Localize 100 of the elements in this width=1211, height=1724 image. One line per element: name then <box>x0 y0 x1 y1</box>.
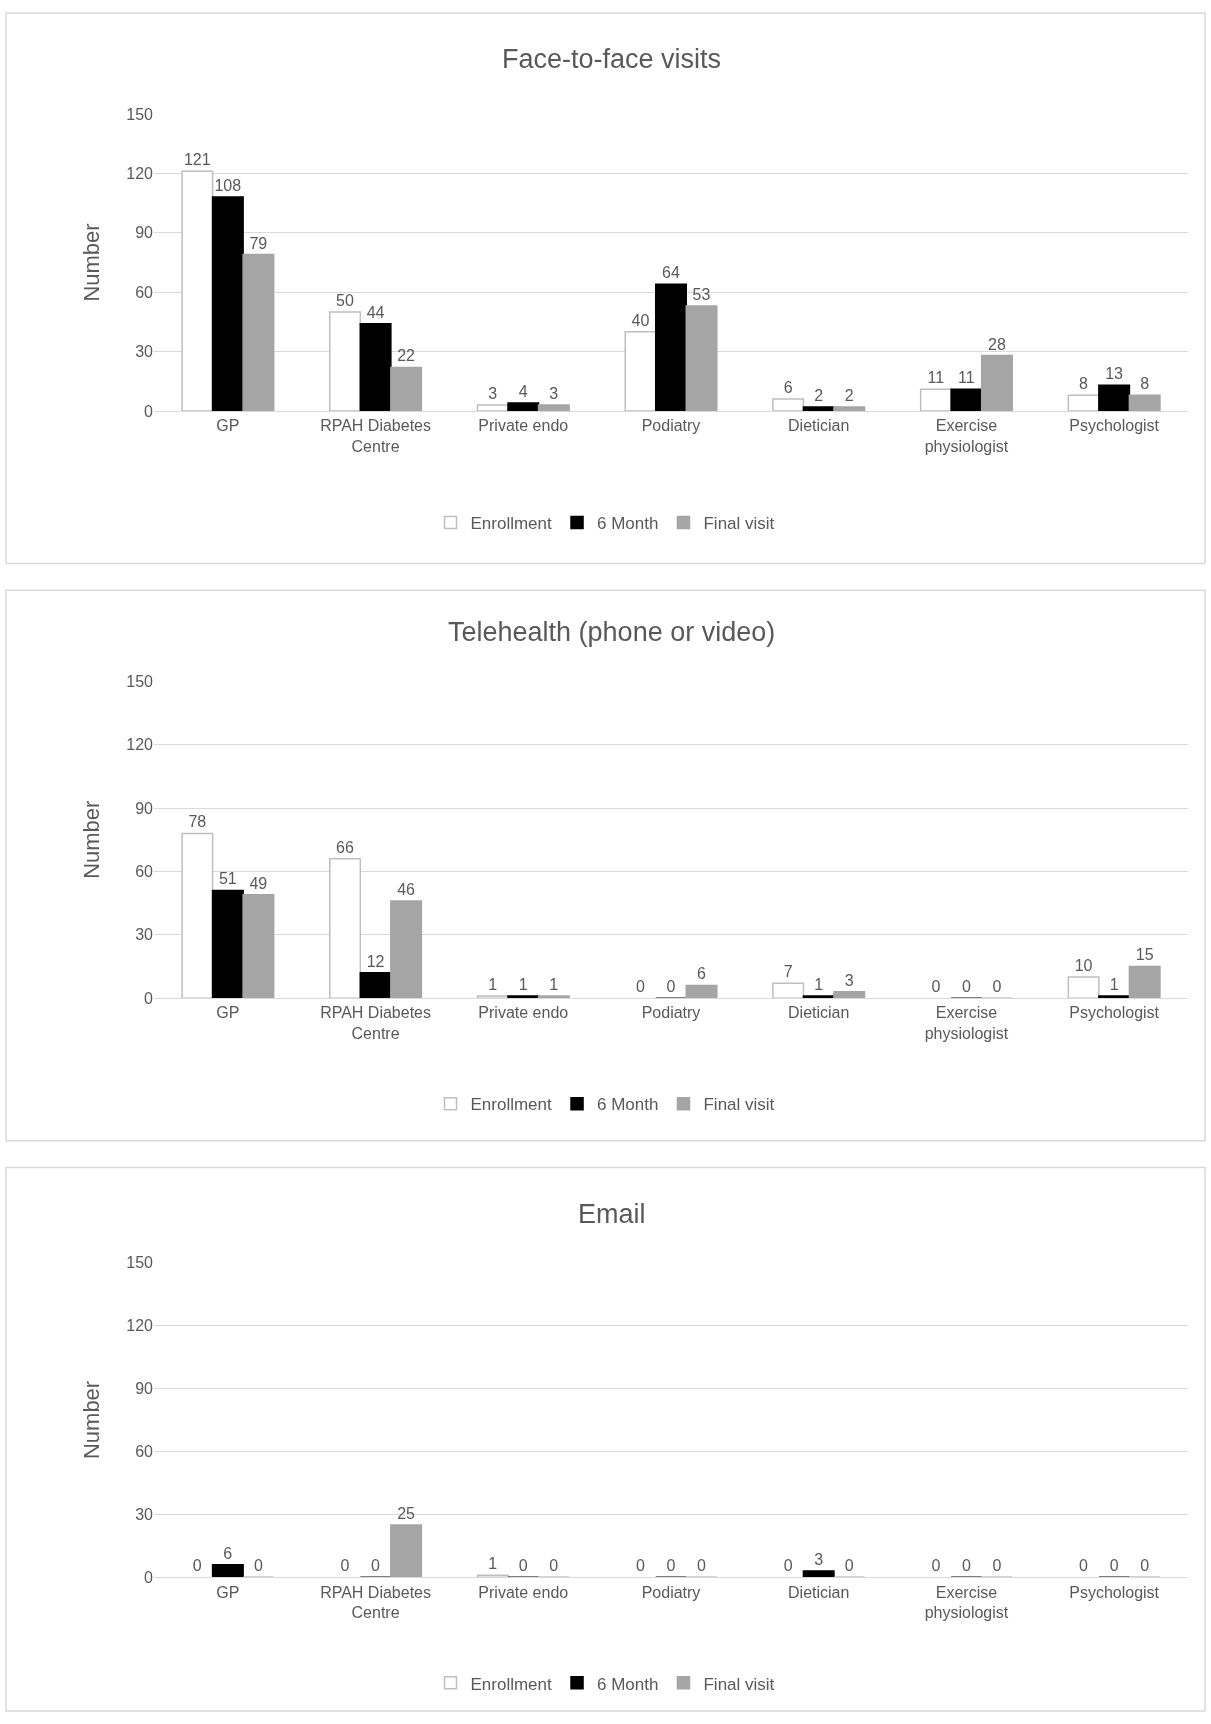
legend-label: Final visit <box>703 514 775 534</box>
data-label: 0 <box>961 1557 971 1575</box>
data-label: 40 <box>631 311 650 329</box>
data-label: 3 <box>488 385 498 403</box>
data-label: 0 <box>992 978 1002 996</box>
x-tick-label: Private endo <box>478 1004 569 1022</box>
y-tick-label: 150 <box>126 672 154 690</box>
x-tick-label: GP <box>216 1004 240 1022</box>
data-label: 0 <box>783 1557 793 1575</box>
x-tick-label: Podiatry <box>641 1583 701 1601</box>
data-label: 0 <box>340 1557 350 1575</box>
x-tick-label: GP <box>216 417 240 435</box>
data-label: 0 <box>518 1557 528 1575</box>
data-label: 1 <box>1109 976 1119 994</box>
x-tick-label: Podiatry <box>641 1004 701 1022</box>
data-label: 8 <box>1079 375 1089 393</box>
legend-label: 6 Month <box>597 514 659 534</box>
data-label: 2 <box>844 387 854 405</box>
data-label: 13 <box>1105 365 1124 383</box>
data-label: 0 <box>635 978 645 996</box>
y-tick-label: 90 <box>135 799 154 817</box>
data-label: 2 <box>814 387 824 405</box>
data-label: 25 <box>397 1504 416 1522</box>
data-label: 6 <box>783 379 793 397</box>
chart-title: Email <box>578 1199 646 1229</box>
data-label: 0 <box>253 1557 263 1575</box>
x-tick-label: Dietician <box>788 417 850 435</box>
data-label: 53 <box>692 286 711 304</box>
data-label: 28 <box>988 335 1006 353</box>
data-label: 108 <box>214 177 242 195</box>
legend-label: Enrollment <box>470 1095 553 1115</box>
data-label: 0 <box>931 1557 941 1575</box>
data-label: 3 <box>814 1551 824 1569</box>
data-label: 0 <box>666 1557 676 1575</box>
data-label: 6 <box>697 965 707 983</box>
data-label: 0 <box>1079 1557 1089 1575</box>
x-tick-label: Exercise physiologist <box>924 1004 1009 1043</box>
y-tick-label: 30 <box>135 926 154 944</box>
x-tick-label: RPAH Diabetes Centre <box>320 1004 431 1043</box>
data-label: 0 <box>635 1557 645 1575</box>
data-label: 6 <box>223 1544 233 1562</box>
y-tick-label: 30 <box>135 343 154 361</box>
data-label: 3 <box>844 971 854 989</box>
x-tick-label: Psychologist <box>1069 417 1160 435</box>
data-label: 1 <box>518 976 528 994</box>
y-axis-title: Number <box>79 1380 105 1460</box>
chart-title: Telehealth (phone or video) <box>448 617 776 647</box>
data-label: 0 <box>931 978 941 996</box>
data-label: 50 <box>336 291 354 309</box>
data-label: 1 <box>488 976 498 994</box>
data-label: 0 <box>961 978 971 996</box>
data-label: 0 <box>549 1557 559 1575</box>
data-label: 12 <box>366 952 385 970</box>
y-tick-label: 60 <box>135 863 154 880</box>
legend-label: Final visit <box>703 1095 775 1115</box>
data-label: 0 <box>666 978 676 996</box>
data-label: 1 <box>549 976 559 994</box>
data-label: 11 <box>927 369 945 387</box>
x-tick-label: RPAH Diabetes Centre <box>320 1583 431 1622</box>
chart-title: Face-to-face visits <box>502 44 722 74</box>
x-tick-label: RPAH Diabetes Centre <box>320 417 431 455</box>
data-label: 64 <box>662 264 680 282</box>
legend-label: 6 Month <box>597 1674 659 1694</box>
y-tick-label: 120 <box>126 164 154 182</box>
x-tick-label: Private endo <box>478 1583 569 1601</box>
x-tick-label: Podiatry <box>641 417 701 435</box>
x-tick-label: Exercise physiologist <box>924 417 1009 455</box>
y-tick-label: 60 <box>135 1443 154 1461</box>
y-tick-label: 120 <box>126 1317 154 1335</box>
data-label: 11 <box>958 369 975 387</box>
data-label: 10 <box>1074 957 1093 975</box>
data-label: 0 <box>192 1557 202 1575</box>
y-tick-label: 0 <box>144 989 154 1007</box>
data-label: 44 <box>366 303 385 321</box>
data-label: 0 <box>697 1557 707 1575</box>
data-label: 79 <box>249 234 268 252</box>
x-tick-label: Dietician <box>788 1583 850 1601</box>
data-label: 49 <box>249 874 268 892</box>
data-label: 1 <box>814 976 824 994</box>
data-label: 66 <box>336 838 354 856</box>
data-label: 78 <box>188 813 207 831</box>
x-tick-label: Exercise physiologist <box>924 1583 1009 1622</box>
y-axis-title: Number <box>79 223 105 302</box>
legend-label: Final visit <box>703 1674 775 1694</box>
data-label: 4 <box>518 383 528 401</box>
y-tick-label: 0 <box>144 402 154 420</box>
y-tick-label: 90 <box>135 1380 154 1398</box>
data-label: 121 <box>183 151 211 169</box>
data-label: 46 <box>397 880 416 898</box>
x-tick-label: Dietician <box>788 1004 850 1022</box>
y-axis-title: Number <box>79 800 105 879</box>
data-label: 22 <box>397 347 416 365</box>
legend-label: Enrollment <box>470 1674 553 1694</box>
y-tick-label: 120 <box>126 736 154 754</box>
data-label: 0 <box>992 1557 1002 1575</box>
y-tick-label: 30 <box>135 1506 154 1523</box>
legend-label: Enrollment <box>470 514 553 534</box>
data-label: 3 <box>549 385 559 403</box>
data-label: 8 <box>1140 375 1150 393</box>
data-label: 0 <box>1109 1557 1119 1575</box>
